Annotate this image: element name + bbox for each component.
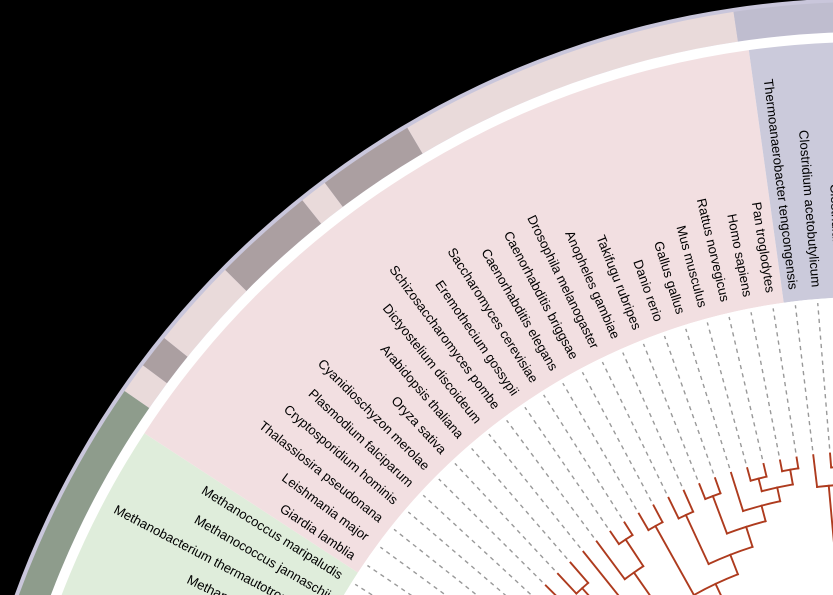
tree-branch [684,513,710,566]
leaf-connector-cyanidioschyzon-merolae [438,478,543,583]
tree-branch [667,496,680,520]
leaf-connector-anopheles-gambiae [622,352,683,487]
inner-plot-area [344,298,833,595]
tree-branch [682,489,695,513]
leaf-connector-drosophila-melanogaster [601,361,667,494]
leaf-connector-takifugu-rubripes [642,343,699,480]
tree-branch [757,477,763,493]
outer-ring-segment-1 [124,365,168,409]
leaf-connector-thermoanaerobacter-tengcongensis [794,305,814,451]
tree-branch [729,553,740,576]
leaf-connector-plasmodium-falciparum [422,494,531,595]
tree-branch [580,586,590,595]
leaf-connector-dictyostelium-discoideum [488,433,581,549]
leaf-connector-eremothecium-gossypii [524,406,609,528]
tree-branch [729,471,745,513]
tree-branch [795,456,800,470]
outer-ring-segment-5 [302,182,343,224]
outer-ring-segment-0 [18,390,150,595]
tree-branch [746,466,752,482]
tree-branch [652,504,664,524]
domain-sector-bacteria [748,42,833,303]
leaf-connector-gallus-gallus [685,328,731,469]
outer-ring-segment-4 [225,200,322,291]
tree-branch [778,459,784,473]
leaf-connector-homo-sapiens [750,312,780,456]
leaf-connector-oryza-sativa [454,462,556,571]
leaf-connector-pan-troglodytes [772,308,797,453]
tree-branch [827,484,833,543]
domain-sector-eukaryota [144,50,784,573]
leaf-connector-thalassiosira-pseudonana [393,528,478,595]
leaf-connector-cryptosporidium-hominis [407,511,507,595]
outer-ring-segment-6 [324,127,423,207]
leaf-connector-caenorhabditis-briggsae [581,371,652,502]
tree-branch [762,462,768,478]
leaf-label-clostridium-tetani[interactable]: Clostridium tetani [827,184,833,287]
tree-branch [595,540,627,581]
tree-branch [637,512,650,532]
leaf-connector-arabidopsis-thaliana [471,447,568,560]
tree-branch [713,477,722,495]
tree-branch [624,538,645,568]
tree-branch [812,454,819,489]
tree-branch [544,584,557,595]
tree-branches [544,452,833,595]
tree-branch [744,525,754,549]
tree-branch [556,572,578,595]
outer-ring-segment-7 [407,11,738,154]
leaf-connector-caenorhabditis-elegans [562,382,637,510]
tree-branch [829,452,833,469]
tree-branch [569,561,590,585]
tree-branch [789,468,794,486]
tree-branch [698,482,707,501]
tree-branch [632,571,651,595]
domain-sector-archaea [61,433,358,595]
tree-branch [582,550,620,595]
tree-branch [760,504,767,523]
outer-ring-segment-2 [143,337,188,384]
leaf-connector-rattus-norvegicus [728,316,764,460]
tree-branch [623,521,634,537]
outer-ring-segment-8 [733,2,833,42]
leaf-connector-clostridium-acetobutylicum [817,302,831,449]
tree-branch [654,524,696,595]
leaf-connector-saccharomyces-cerevisiae [543,394,623,519]
leaf-connector-leishmania-major [379,546,447,595]
tree-branch [714,582,722,595]
tree-branch [830,466,833,469]
outer-ring-segment-3 [164,269,247,357]
leaf-connector-giardia-lamblia [367,564,413,595]
tree-branch [609,530,621,546]
tree-branch [711,494,729,535]
leaf-connector-danio-rerio [663,335,715,474]
leaf-connector-mus-musculus [706,322,747,464]
tree-branch [776,486,782,503]
leaf-connector-schizosaccharomyces-pombe [506,419,595,538]
